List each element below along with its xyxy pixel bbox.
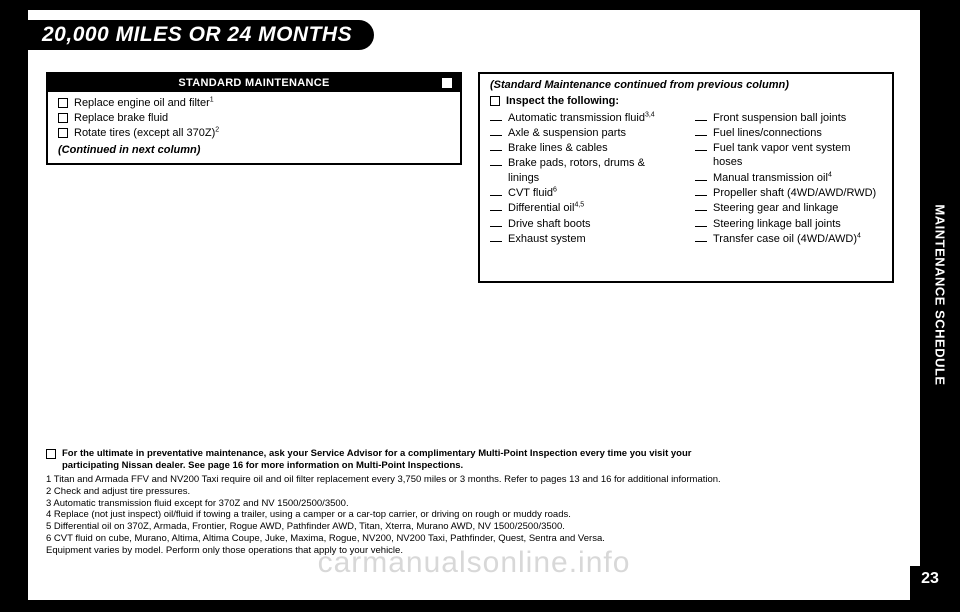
page: 20,000 MILES OR 24 MONTHS STANDARD MAINT… bbox=[28, 10, 920, 600]
header-white-square-icon bbox=[442, 78, 452, 88]
checkbox-icon bbox=[58, 128, 68, 138]
checkbox-icon bbox=[58, 98, 68, 108]
dash-icon bbox=[490, 165, 502, 166]
dash-icon bbox=[695, 120, 707, 121]
maintenance-item-text: Rotate tires (except all 370Z)2 bbox=[74, 126, 219, 141]
standard-maintenance-header: STANDARD MAINTENANCE bbox=[48, 74, 460, 92]
inspect-item-text: Steering linkage ball joints bbox=[713, 217, 841, 231]
dash-icon bbox=[695, 226, 707, 227]
page-title-text: 20,000 MILES OR 24 MONTHS bbox=[42, 23, 352, 46]
inspect-item: Axle & suspension parts bbox=[490, 126, 677, 140]
side-tab: MAINTENANCE SCHEDULE bbox=[920, 130, 960, 460]
footnote-line: 3 Automatic transmission fluid except fo… bbox=[46, 498, 876, 510]
inspect-item: Brake pads, rotors, drums & linings bbox=[490, 156, 677, 185]
dash-icon bbox=[490, 241, 502, 242]
inspect-item-text: Propeller shaft (4WD/AWD/RWD) bbox=[713, 186, 876, 200]
inspect-label: Inspect the following: bbox=[506, 94, 619, 108]
page-title-pill: 20,000 MILES OR 24 MONTHS bbox=[28, 20, 374, 50]
dash-icon bbox=[490, 150, 502, 151]
inspect-col-left: Automatic transmission fluid3,4 Axle & s… bbox=[490, 111, 677, 248]
standard-maintenance-box: STANDARD MAINTENANCE Replace engine oil … bbox=[46, 72, 462, 165]
inspect-item: Fuel lines/connections bbox=[695, 126, 882, 140]
inspect-item: Manual transmission oil4 bbox=[695, 171, 882, 185]
inspect-item: Propeller shaft (4WD/AWD/RWD) bbox=[695, 186, 882, 200]
maintenance-item: Rotate tires (except all 370Z)2 bbox=[58, 126, 450, 141]
inspect-item: Automatic transmission fluid3,4 bbox=[490, 111, 677, 125]
maintenance-item-text: Replace brake fluid bbox=[74, 111, 168, 126]
dash-icon bbox=[695, 241, 707, 242]
inspect-item-text: Brake pads, rotors, drums & linings bbox=[508, 156, 677, 185]
footnotes: For the ultimate in preventative mainten… bbox=[46, 448, 876, 557]
inspect-item-text: Automatic transmission fluid3,4 bbox=[508, 111, 655, 125]
inspect-item-text: Exhaust system bbox=[508, 232, 586, 246]
inspect-item-text: Front suspension ball joints bbox=[713, 111, 846, 125]
dash-icon bbox=[490, 195, 502, 196]
footnote-lead: For the ultimate in preventative mainten… bbox=[46, 448, 876, 472]
inspect-item-text: Fuel tank vapor vent system hoses bbox=[713, 141, 882, 170]
inspect-box: (Standard Maintenance continued from pre… bbox=[478, 72, 894, 283]
dash-icon bbox=[490, 210, 502, 211]
page-number: 23 bbox=[910, 566, 950, 602]
footnote-line: 6 CVT fluid on cube, Murano, Altima, Alt… bbox=[46, 533, 876, 545]
maintenance-item: Replace engine oil and filter1 bbox=[58, 96, 450, 111]
inspect-item: Drive shaft boots bbox=[490, 217, 677, 231]
inspect-item: Steering linkage ball joints bbox=[695, 217, 882, 231]
footnote-line: 1 Titan and Armada FFV and NV200 Taxi re… bbox=[46, 474, 876, 486]
inspect-item: Exhaust system bbox=[490, 232, 677, 246]
inspect-item-text: Differential oil4,5 bbox=[508, 201, 584, 215]
checkbox-icon bbox=[58, 113, 68, 123]
inspect-item-text: Fuel lines/connections bbox=[713, 126, 822, 140]
footnote-line: 2 Check and adjust tire pressures. bbox=[46, 486, 876, 498]
checkbox-icon bbox=[46, 449, 56, 459]
checkbox-icon bbox=[490, 96, 500, 106]
dash-icon bbox=[695, 135, 707, 136]
standard-maintenance-header-text: STANDARD MAINTENANCE bbox=[178, 77, 329, 89]
inspect-item-text: CVT fluid6 bbox=[508, 186, 557, 200]
maintenance-item-text: Replace engine oil and filter1 bbox=[74, 96, 214, 111]
dash-icon bbox=[695, 180, 707, 181]
dash-icon bbox=[490, 120, 502, 121]
continued-from-heading: (Standard Maintenance continued from pre… bbox=[490, 78, 882, 92]
inspect-item-text: Drive shaft boots bbox=[508, 217, 591, 231]
footnote-lead-text: For the ultimate in preventative mainten… bbox=[62, 448, 691, 472]
inspect-item-text: Steering gear and linkage bbox=[713, 201, 838, 215]
dash-icon bbox=[490, 135, 502, 136]
maintenance-item: Replace brake fluid bbox=[58, 111, 450, 126]
dash-icon bbox=[695, 195, 707, 196]
footnote-line: Equipment varies by model. Perform only … bbox=[46, 545, 876, 557]
inspect-col-right: Front suspension ball joints Fuel lines/… bbox=[695, 111, 882, 248]
dash-icon bbox=[695, 150, 707, 151]
standard-maintenance-body: Replace engine oil and filter1 Replace b… bbox=[48, 92, 460, 163]
inspect-item: Differential oil4,5 bbox=[490, 201, 677, 215]
footnote-line: 5 Differential oil on 370Z, Armada, Fron… bbox=[46, 521, 876, 533]
inspect-item-text: Manual transmission oil4 bbox=[713, 171, 832, 185]
inspect-item-text: Brake lines & cables bbox=[508, 141, 608, 155]
inspect-item: Fuel tank vapor vent system hoses bbox=[695, 141, 882, 170]
inspect-columns: Automatic transmission fluid3,4 Axle & s… bbox=[490, 111, 882, 248]
inspect-item: Steering gear and linkage bbox=[695, 201, 882, 215]
footnote-line: 4 Replace (not just inspect) oil/fluid i… bbox=[46, 509, 876, 521]
continued-note: (Continued in next column) bbox=[58, 143, 450, 158]
dash-icon bbox=[490, 226, 502, 227]
inspect-item-text: Axle & suspension parts bbox=[508, 126, 626, 140]
inspect-item: Transfer case oil (4WD/AWD)4 bbox=[695, 232, 882, 246]
inspect-item: CVT fluid6 bbox=[490, 186, 677, 200]
inspect-item: Front suspension ball joints bbox=[695, 111, 882, 125]
dash-icon bbox=[695, 210, 707, 211]
side-tab-label: MAINTENANCE SCHEDULE bbox=[933, 204, 948, 385]
inspect-item-text: Transfer case oil (4WD/AWD)4 bbox=[713, 232, 861, 246]
inspect-item: Brake lines & cables bbox=[490, 141, 677, 155]
inspect-heading-row: Inspect the following: bbox=[490, 94, 882, 108]
